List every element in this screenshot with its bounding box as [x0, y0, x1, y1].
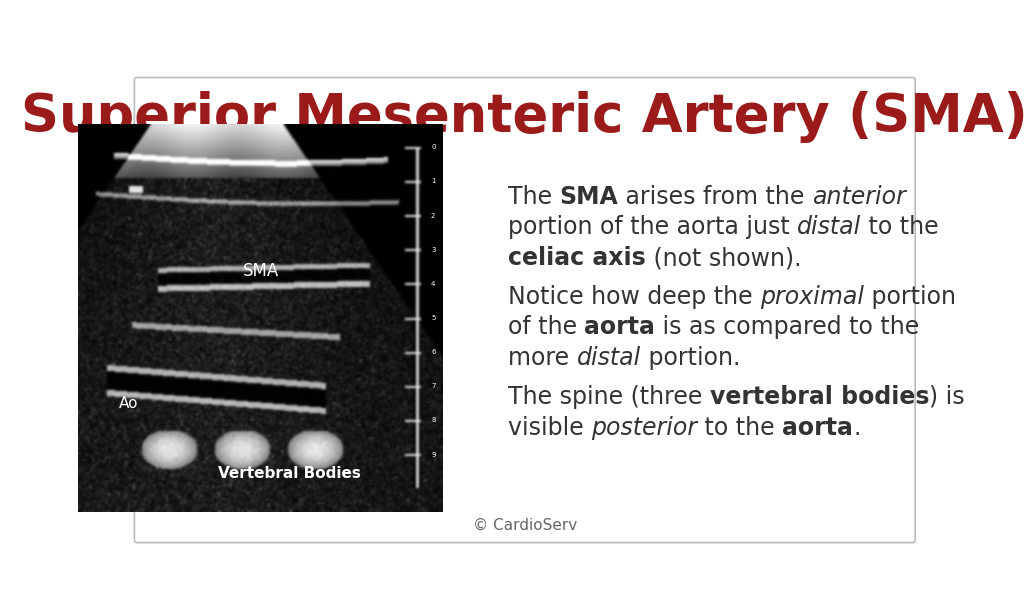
Text: Ao: Ao — [120, 396, 139, 411]
Text: Vertebral Bodies: Vertebral Bodies — [218, 465, 361, 481]
Text: vertebral bodies: vertebral bodies — [710, 385, 929, 409]
Text: 3: 3 — [431, 247, 435, 253]
Text: © CardioServ: © CardioServ — [473, 518, 577, 532]
Text: aorta: aorta — [782, 416, 853, 440]
Text: 0: 0 — [431, 144, 435, 150]
Text: SMA: SMA — [559, 185, 618, 209]
Text: portion of the aorta just: portion of the aorta just — [508, 216, 797, 239]
Text: 5: 5 — [431, 315, 435, 321]
Text: ) is: ) is — [929, 385, 965, 409]
Text: Superior Mesenteric Artery (SMA): Superior Mesenteric Artery (SMA) — [22, 91, 1024, 143]
Text: 9: 9 — [431, 451, 435, 457]
Text: .: . — [853, 416, 860, 440]
Text: The spine (three: The spine (three — [508, 385, 710, 409]
FancyBboxPatch shape — [134, 77, 915, 543]
Text: arises from the: arises from the — [618, 185, 812, 209]
Text: 8: 8 — [431, 418, 435, 424]
Text: to the: to the — [861, 216, 939, 239]
Text: 1: 1 — [431, 179, 435, 184]
Text: 2: 2 — [431, 212, 435, 219]
Text: 4: 4 — [431, 281, 435, 287]
Text: of the: of the — [508, 316, 585, 340]
Text: distal: distal — [577, 346, 641, 370]
Text: The: The — [508, 185, 559, 209]
Text: proximal: proximal — [760, 285, 864, 309]
Text: portion: portion — [864, 285, 956, 309]
Text: is as compared to the: is as compared to the — [655, 316, 920, 340]
Text: celiac axis: celiac axis — [508, 246, 645, 270]
Text: SMA: SMA — [243, 262, 279, 281]
Text: (not shown).: (not shown). — [645, 246, 801, 270]
Text: to the: to the — [697, 416, 782, 440]
Text: 6: 6 — [431, 349, 435, 355]
Text: anterior: anterior — [812, 185, 906, 209]
Text: aorta: aorta — [585, 316, 655, 340]
Text: more: more — [508, 346, 577, 370]
Text: portion.: portion. — [641, 346, 740, 370]
Text: posterior: posterior — [591, 416, 697, 440]
Text: visible: visible — [508, 416, 591, 440]
Text: 7: 7 — [431, 383, 435, 389]
Text: distal: distal — [797, 216, 861, 239]
Text: Notice how deep the: Notice how deep the — [508, 285, 760, 309]
